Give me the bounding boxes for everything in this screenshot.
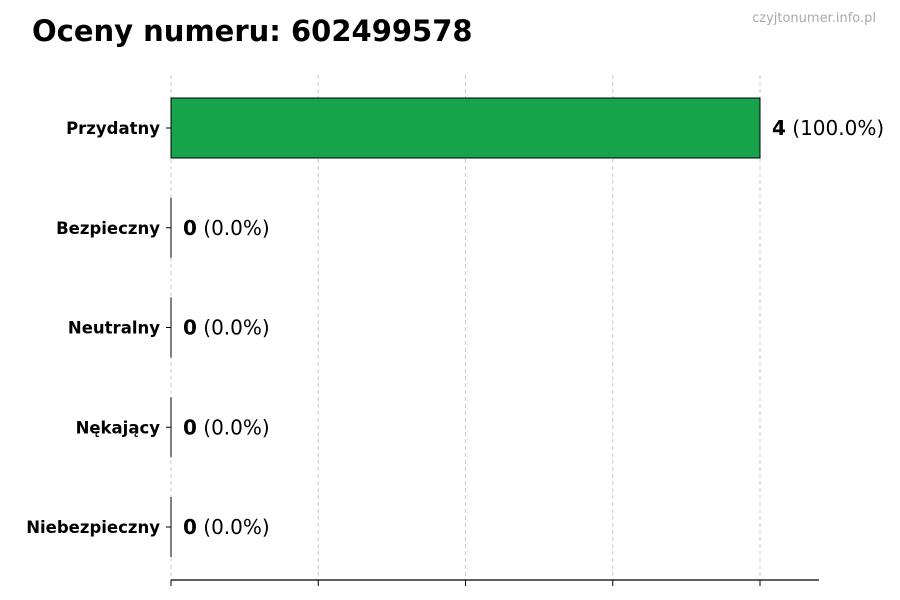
value-label: 0 (0.0%) xyxy=(183,216,270,240)
value-percent: (100.0%) xyxy=(786,116,884,140)
category-labels: Przydatny Bezpieczny Neutralny Nękający Nieb… xyxy=(26,119,160,537)
value-count: 0 xyxy=(183,316,197,340)
category-label: Niebezpieczny xyxy=(26,518,160,537)
value-count: 0 xyxy=(183,216,197,240)
bar xyxy=(170,97,761,159)
value-label: 0 (0.0%) xyxy=(183,316,270,340)
watermark: czyjtonumer.info.pl xyxy=(752,11,876,26)
value-label: 0 (0.0%) xyxy=(183,515,270,539)
gridlines xyxy=(170,75,761,580)
value-label: 4 (100.0%) xyxy=(772,116,884,140)
bars xyxy=(170,97,761,557)
value-percent: (0.0%) xyxy=(197,316,270,340)
category-label: Nękający xyxy=(76,418,161,437)
chart-title: Oceny numeru: 602499578 xyxy=(32,14,473,48)
value-label: 0 (0.0%) xyxy=(183,415,270,439)
value-count: 0 xyxy=(183,415,197,439)
value-percent: (0.0%) xyxy=(197,515,270,539)
category-label: Bezpieczny xyxy=(56,219,160,238)
value-percent: (0.0%) xyxy=(197,415,270,439)
value-percent: (0.0%) xyxy=(197,216,270,240)
value-count: 0 xyxy=(183,515,197,539)
category-label: Przydatny xyxy=(66,119,160,138)
value-count: 4 xyxy=(772,116,786,140)
x-axis xyxy=(166,127,819,586)
category-label: Neutralny xyxy=(68,319,160,338)
value-labels: 4 (100.0%)0 (0.0%)0 (0.0%)0 (0.0%)0 (0.0… xyxy=(183,116,884,539)
